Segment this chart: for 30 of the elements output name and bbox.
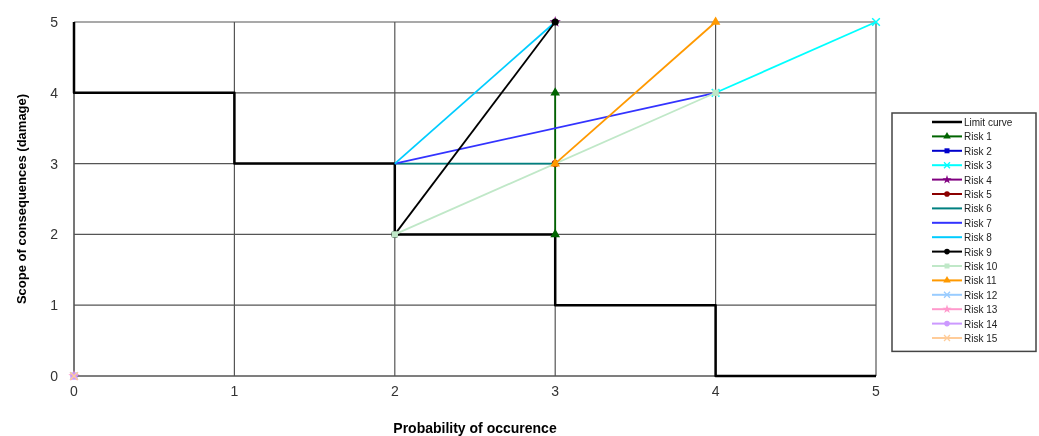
x-tick-label: 5 <box>872 383 881 399</box>
y-tick-label: 2 <box>50 226 59 243</box>
y-tick-label: 1 <box>50 297 59 314</box>
legend-label: Risk 12 <box>964 289 998 301</box>
y-tick-label: 4 <box>50 84 59 101</box>
x-tick-label: 2 <box>390 383 399 399</box>
legend-label: Risk 9 <box>964 246 993 258</box>
legend-label: Risk 8 <box>964 232 993 244</box>
x-axis-title: Probability of occurence <box>393 420 557 436</box>
legend-label: Risk 4 <box>964 174 993 186</box>
legend-label: Risk 2 <box>964 145 993 157</box>
x-tick-label: 3 <box>551 383 560 399</box>
legend-label: Limit curve <box>964 117 1013 128</box>
legend-label: Risk 3 <box>964 160 993 172</box>
x-tick-label: 4 <box>711 383 720 399</box>
x-tick-label: 1 <box>230 383 239 399</box>
legend-label: Risk 15 <box>964 333 998 344</box>
y-tick-label: 0 <box>50 368 59 384</box>
legend-label: Risk 10 <box>964 261 998 272</box>
legend-label: Risk 14 <box>964 318 998 330</box>
legend-label: Risk 7 <box>964 217 993 229</box>
legend-label: Risk 11 <box>964 275 998 287</box>
legend-label: Risk 1 <box>964 131 993 143</box>
legend-label: Risk 6 <box>964 203 993 215</box>
legend-label: Risk 5 <box>964 189 993 200</box>
y-tick-label: 5 <box>50 14 59 30</box>
legend-label: Risk 13 <box>964 304 998 316</box>
y-tick-label: 3 <box>50 155 59 172</box>
y-axis-title: Scope of consequences (damage) <box>14 93 29 305</box>
x-tick-label: 0 <box>70 383 79 399</box>
